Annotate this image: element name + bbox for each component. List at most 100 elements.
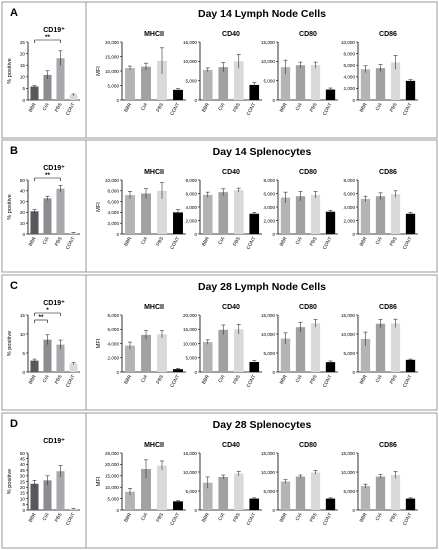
bar [30,360,39,372]
category-label: PBS [54,374,64,385]
y-tick-label: 30 [20,199,26,204]
y-tick-label: 8,000 [264,178,276,183]
category-label: CIA [140,511,150,522]
chart-2-cd19: CD19⁺ 0 10 20 30 40 50 % positive BBR CIA PBS CONT *… [7,165,80,251]
category-label: CONT [65,236,77,251]
bar [141,334,151,372]
y-tick-label: 0 [194,98,197,103]
bar [280,338,291,372]
bar [295,327,306,372]
category-label: PBS [389,102,399,113]
y-tick-label: 5,000 [186,489,198,494]
category-label: CIA [42,373,52,384]
y-tick-label: 5,000 [186,356,198,361]
category-label: CIA [140,235,150,246]
y-tick-label: 6,000 [264,191,276,196]
y-tick-label: 40 [20,189,26,194]
y-tick-label: 5 [22,86,25,91]
row-frame [1,274,438,411]
chart-1-cd86: CD86 0 2,000 4,000 6,000 8,000 10,000 BBR CIA PBS… [341,31,418,117]
bar [360,486,371,510]
bar [375,196,386,234]
chart-4-mhcii: MHCII 0 5,000 10,000 15,000 20,000 25,000 MFI BB… [96,442,186,527]
bar [295,476,306,510]
category-label: CIA [295,373,305,384]
category-label: BBR [279,236,289,248]
category-label: PBS [309,512,319,523]
bar [141,66,151,100]
y-tick-label: 5 [22,351,25,356]
category-label: PBS [309,102,319,113]
y-tick-label: 5,000 [264,78,276,83]
chart-1-cd19: CD19⁺ 0 5 10 15 20 25 % positive BBR CIA PBS CONT ** [7,27,80,117]
bar [56,188,65,234]
category-label: CONT [169,236,181,251]
y-tick-label: 0 [272,370,275,375]
bar [390,323,401,372]
category-label: CONT [245,102,257,117]
y-axis-label: MFI [96,66,102,76]
category-label: BBR [123,374,133,386]
category-label: BBR [359,236,369,248]
bar [43,74,52,100]
chart-title: CD80 [299,304,317,311]
y-tick-label: 10,000 [105,178,119,183]
bar [233,190,244,234]
category-label: BBR [359,374,369,386]
category-label: CIA [375,235,385,246]
chart-2-cd40: CD40 0 2,000 4,000 6,000 8,000 BBR CIA PBS CONT [186,169,262,251]
chart-title: CD19⁺ [43,438,65,445]
chart-1-mhcii: MHCII 0 5,000 10,000 15,000 20,000 MFI BBR CIA PB… [96,31,186,117]
y-tick-label: 5,000 [186,78,198,83]
category-label: PBS [389,512,399,523]
category-label: CONT [322,374,334,389]
category-label: BBR [28,374,38,386]
category-label: PBS [54,236,64,247]
bar [202,194,213,234]
bar [157,60,167,100]
y-tick-label: 4,000 [108,341,120,346]
bar [173,212,183,234]
bar [310,323,321,372]
bar [295,65,306,100]
y-tick-label: 15,000 [341,451,355,456]
bar [30,86,39,100]
bar [405,213,416,234]
bar [125,195,135,234]
bar [375,323,386,372]
y-tick-label: 20 [20,51,26,56]
y-tick-label: 20 [20,210,26,215]
panel-letter: B [10,145,18,157]
y-tick-label: 15,000 [183,327,197,332]
chart-title: CD86 [379,31,397,38]
bar [405,498,416,510]
category-label: CIA [375,373,385,384]
y-tick-label: 50 [20,178,26,183]
chart-title: CD80 [299,169,317,176]
y-tick-label: 40 [20,462,26,467]
y-tick-label: 10,000 [183,59,197,64]
bar [69,94,78,100]
y-tick-label: 0 [116,232,119,237]
category-label: CONT [402,512,414,527]
category-label: CONT [402,102,414,117]
category-label: CIA [140,101,150,112]
bar [125,491,135,510]
bar [249,84,260,100]
y-tick-label: 2,000 [108,356,120,361]
significance-label: ** [45,34,51,41]
y-tick-label: 25 [20,479,26,484]
category-label: CONT [402,236,414,251]
bar [157,334,167,372]
row-frame [1,1,438,139]
category-label: BBR [279,374,289,386]
section-title: Day 14 Splenocytes [213,146,312,158]
chart-title: CD19⁺ [43,300,65,307]
bar [249,213,260,234]
chart-2-mhcii: MHCII 0 2,000 4,000 6,000 8,000 10,000 MFI BBR CI… [96,169,186,251]
y-tick-label: 0 [272,232,275,237]
y-tick-label: 15,000 [105,474,119,479]
chart-3-mhcii: MHCII 0 2,000 4,000 6,000 8,000 MFI BBR CIA PBS CO… [96,304,186,389]
category-label: PBS [309,374,319,385]
